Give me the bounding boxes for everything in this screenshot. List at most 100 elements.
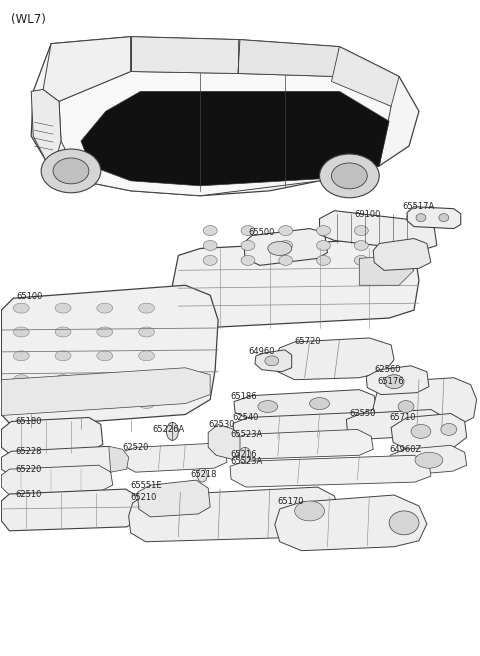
Polygon shape [138,480,210,517]
Polygon shape [275,338,394,380]
Ellipse shape [320,154,379,197]
Polygon shape [172,239,419,328]
Ellipse shape [241,255,255,266]
Text: 65228: 65228 [15,447,42,456]
Polygon shape [59,72,391,195]
Text: 64960Z: 64960Z [389,445,421,454]
Ellipse shape [13,351,29,361]
Polygon shape [373,239,431,270]
Text: 65517A: 65517A [402,202,434,211]
Polygon shape [131,37,240,73]
Text: 62530: 62530 [208,420,235,429]
Ellipse shape [316,255,330,266]
Text: 65500: 65500 [248,228,275,237]
Polygon shape [391,413,467,449]
Text: 65186: 65186 [230,392,257,401]
Ellipse shape [53,158,89,184]
Ellipse shape [13,327,29,337]
Polygon shape [31,37,419,195]
Ellipse shape [279,255,293,266]
Ellipse shape [13,375,29,384]
Ellipse shape [139,351,155,361]
Polygon shape [1,285,218,428]
Text: 65176: 65176 [377,377,404,386]
Ellipse shape [97,327,113,337]
Text: 65523A: 65523A [230,430,262,439]
Text: 65710: 65710 [389,413,416,422]
Ellipse shape [316,241,330,251]
Ellipse shape [203,241,217,251]
Ellipse shape [316,226,330,236]
Ellipse shape [241,226,255,236]
Ellipse shape [197,468,207,482]
Polygon shape [238,39,339,77]
Polygon shape [231,430,373,459]
Ellipse shape [241,241,255,251]
Ellipse shape [354,241,368,251]
Polygon shape [122,443,227,472]
Ellipse shape [55,399,71,409]
Ellipse shape [398,401,414,413]
Text: 62520: 62520 [123,443,149,452]
Ellipse shape [279,226,293,236]
Ellipse shape [354,226,368,236]
Text: 65216: 65216 [230,450,256,459]
Ellipse shape [55,375,71,384]
Polygon shape [373,378,477,432]
Ellipse shape [354,255,368,266]
Ellipse shape [139,399,155,409]
Text: 65170: 65170 [278,497,304,506]
Ellipse shape [55,351,71,361]
Ellipse shape [411,424,431,438]
Polygon shape [129,487,339,542]
Ellipse shape [97,303,113,313]
Ellipse shape [55,327,71,337]
Ellipse shape [97,399,113,409]
Text: 62550: 62550 [349,409,376,418]
Polygon shape [332,47,399,106]
Polygon shape [360,255,414,285]
Polygon shape [366,366,429,395]
Text: 65220: 65220 [15,464,42,474]
Text: 65720: 65720 [295,337,321,346]
Polygon shape [275,495,427,550]
Polygon shape [1,446,123,476]
Text: 62560: 62560 [374,365,401,375]
Polygon shape [109,446,129,472]
Polygon shape [234,390,376,419]
Ellipse shape [139,303,155,313]
Text: 65551E: 65551E [131,481,162,489]
Text: 69100: 69100 [354,210,381,219]
Polygon shape [390,445,467,475]
Ellipse shape [41,149,101,193]
Text: 65180: 65180 [15,417,42,426]
Ellipse shape [13,399,29,409]
Polygon shape [1,489,141,531]
Polygon shape [230,455,431,487]
Polygon shape [43,37,131,101]
Ellipse shape [239,447,251,463]
Ellipse shape [97,375,113,384]
Text: 62540: 62540 [232,413,258,422]
Ellipse shape [416,214,426,222]
Polygon shape [407,207,461,228]
Ellipse shape [265,356,279,366]
Text: 65210: 65210 [131,493,157,502]
Polygon shape [31,89,61,161]
Ellipse shape [389,511,419,535]
Polygon shape [233,413,373,442]
Ellipse shape [441,423,457,436]
Ellipse shape [268,241,292,255]
Ellipse shape [332,163,367,189]
Ellipse shape [55,303,71,313]
Ellipse shape [203,255,217,266]
Ellipse shape [415,452,443,468]
Text: (WL7): (WL7) [12,13,46,26]
Ellipse shape [139,375,155,384]
Polygon shape [244,228,327,266]
Polygon shape [81,91,389,186]
Ellipse shape [295,501,324,521]
Text: 62510: 62510 [15,489,42,499]
Polygon shape [255,350,292,372]
Text: 65523A: 65523A [230,457,262,466]
